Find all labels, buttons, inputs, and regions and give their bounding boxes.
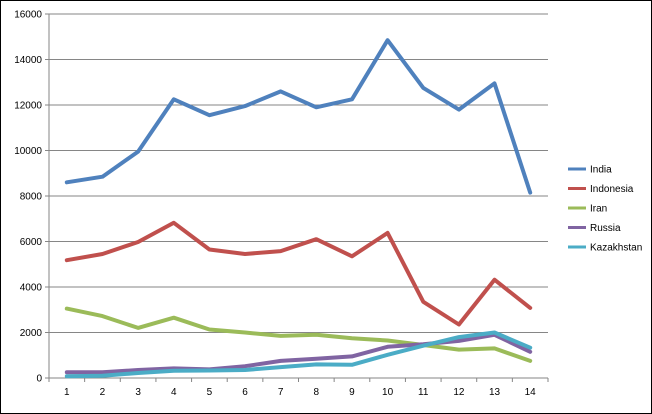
x-tick-label: 1 xyxy=(64,387,70,398)
legend: India Indonesia Iran Russia Kazakhstan xyxy=(568,165,642,254)
legend-label-india: India xyxy=(590,165,612,176)
x-tick-label: 5 xyxy=(207,387,213,398)
series-line-russia xyxy=(64,332,533,375)
x-tick-label: 10 xyxy=(382,387,394,398)
y-tick-label: 12000 xyxy=(14,101,42,112)
x-tick-label: 14 xyxy=(525,387,537,398)
x-tick-label: 7 xyxy=(278,387,284,398)
x-tick-label: 12 xyxy=(453,387,465,398)
y-tick-label: 16000 xyxy=(14,10,42,21)
y-tick-label: 2000 xyxy=(20,328,43,339)
series-line-indonesia xyxy=(64,220,533,327)
x-tick-label: 3 xyxy=(135,387,141,398)
x-tick-label: 6 xyxy=(242,387,248,398)
y-tick-label: 0 xyxy=(36,374,42,385)
x-tick-label: 2 xyxy=(100,387,106,398)
y-tick-label: 4000 xyxy=(20,283,43,294)
series-line-india xyxy=(64,38,533,195)
x-tick-label: 9 xyxy=(349,387,355,398)
legend-label-kazakhstan: Kazakhstan xyxy=(590,243,642,254)
y-tick-label: 6000 xyxy=(20,237,43,248)
x-tick-label: 11 xyxy=(418,387,429,398)
y-tick-label: 8000 xyxy=(20,192,43,203)
x-tick-label: 8 xyxy=(314,387,320,398)
legend-label-russia: Russia xyxy=(590,223,621,234)
legend-label-indonesia: Indonesia xyxy=(590,184,634,195)
series-line-kazakhstan xyxy=(64,330,533,379)
series-line-iran xyxy=(64,306,533,363)
gridlines xyxy=(49,13,548,333)
x-tick-label: 13 xyxy=(489,387,501,398)
x-tick-label: 4 xyxy=(171,387,177,398)
series-lines xyxy=(64,38,533,379)
y-tick-label: 14000 xyxy=(14,55,42,66)
y-tick-label: 10000 xyxy=(14,146,42,157)
legend-label-iran: Iran xyxy=(590,204,607,215)
